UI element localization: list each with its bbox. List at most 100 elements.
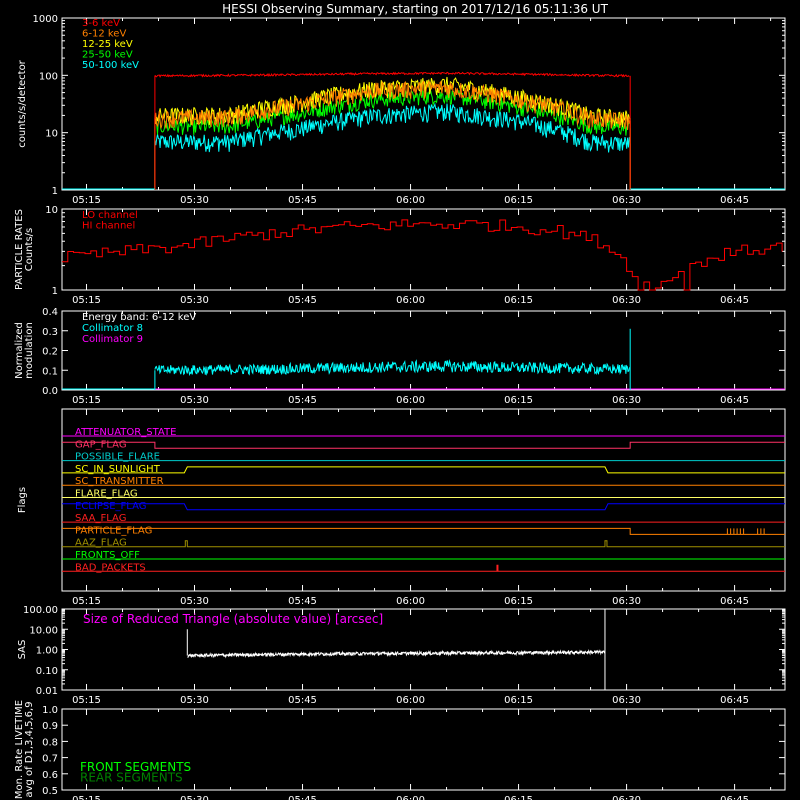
sas-x-tick-label: 06:00	[396, 695, 425, 706]
flags-frame	[61, 408, 786, 592]
count-rates-frame	[61, 17, 786, 191]
count-rates-x-tick-label: 05:45	[288, 195, 317, 206]
modulation-x-tick-label: 05:45	[288, 395, 317, 406]
modulation-x-tick-label: 06:00	[396, 395, 425, 406]
modulation-y-tick-label: 0.1	[42, 366, 58, 377]
particle-rates-x-tick-label: 06:15	[504, 295, 533, 306]
series-line-HI-channel	[62, 219, 783, 291]
flags-x-tick-label: 06:00	[396, 596, 425, 607]
modulation-y-tick-label: 0.4	[42, 307, 58, 318]
livetime-x-tick-label: 06:15	[504, 795, 533, 800]
legend-Collimator-9: Collimator 9	[82, 334, 143, 345]
sas-x-tick-label: 05:15	[72, 695, 101, 706]
flag-label-particle-flag: PARTICLE_FLAG	[75, 525, 152, 536]
legend-HI-channel: HI channel	[82, 221, 135, 232]
livetime-y-tick-label: 1.0	[42, 705, 58, 716]
modulation-y-tick-label: 0.2	[42, 347, 58, 358]
particle-rates-y-tick-label: 10	[45, 205, 58, 216]
modulation-y-tick-label: 0.3	[42, 327, 58, 338]
particle-rates-ylabel: PARTICLE RATES	[14, 209, 25, 290]
flag-line-particle-flag	[62, 527, 785, 535]
legend-50-100-keV: 50-100 keV	[82, 60, 139, 71]
chart-title: HESSI Observing Summary, starting on 201…	[222, 2, 608, 16]
sas-annotation: Size of Reduced Triangle (absolute value…	[83, 612, 383, 626]
sas-trace	[187, 648, 606, 659]
livetime-x-tick-label: 05:15	[72, 795, 101, 800]
legend-6-12-keV: 6-12 keV	[82, 29, 126, 40]
flag-line-eclipse-flag	[62, 503, 785, 511]
count-rates-x-tick-label: 05:30	[180, 195, 209, 206]
flag-label-attenuator-state: ATTENUATOR_STATE	[75, 427, 176, 438]
flags-ylabel: Flags	[17, 487, 28, 513]
sas-x-tick-label: 05:30	[180, 695, 209, 706]
modulation-x-tick-label: 05:15	[72, 395, 101, 406]
modulation-x-tick-label: 06:45	[720, 395, 749, 406]
series-line-50-100-keV	[154, 102, 630, 153]
modulation-ylabel: modulation	[24, 322, 35, 379]
legend-12-25-keV: 12-25 keV	[82, 39, 133, 50]
particle-rates-x-tick-label: 05:45	[288, 295, 317, 306]
flags-x-tick-label: 05:15	[72, 596, 101, 607]
legend-25-50-keV: 25-50 keV	[82, 50, 133, 61]
flag-line-gap-flag	[62, 441, 785, 449]
modulation-y-tick-label: 0.0	[42, 386, 58, 397]
livetime-frame	[61, 708, 786, 791]
flags-x-tick-label: 05:30	[180, 596, 209, 607]
livetime-x-tick-label: 06:45	[720, 795, 749, 800]
legend-Collimator-8: Collimator 8	[82, 323, 143, 334]
count-rates-x-tick-label: 06:00	[396, 195, 425, 206]
modulation-x-tick-label: 06:15	[504, 395, 533, 406]
livetime-ylabel: Mon. Rate LIVETIME	[14, 700, 25, 799]
legend-FRONT-SEGMENTS: FRONT SEGMENTS	[80, 760, 191, 774]
flags-x-tick-label: 05:45	[288, 596, 317, 607]
legend-LO-channel: LO channel	[82, 210, 138, 221]
flag-label-possible-flare: POSSIBLE_FLARE	[75, 452, 160, 463]
modulation-x-tick-label: 06:30	[612, 395, 641, 406]
flag-label-bad-packets: BAD_PACKETS	[75, 562, 146, 573]
flag-label-flare-flag: FLARE_FLAG	[75, 489, 138, 500]
flag-label-fronts-off: FRONTS_OFF	[75, 550, 140, 561]
sas-x-tick-label: 06:15	[504, 695, 533, 706]
flags-x-tick-label: 06:15	[504, 596, 533, 607]
particle-rates-x-tick-label: 05:30	[180, 295, 209, 306]
sas-y-tick-label: 0.01	[36, 686, 58, 697]
series-line-6-12-keV	[154, 80, 630, 131]
livetime-y-tick-label: 0.7	[42, 754, 58, 765]
sas-y-tick-label: 10.00	[29, 625, 58, 636]
livetime-y-tick-label: 0.8	[42, 737, 58, 748]
particle-rates-x-tick-label: 06:45	[720, 295, 749, 306]
sas-ylabel: SAS	[17, 640, 28, 660]
modulation-x-tick-label: 05:30	[180, 395, 209, 406]
livetime-y-tick-label: 0.9	[42, 721, 58, 732]
particle-rates-x-tick-label: 06:30	[612, 295, 641, 306]
sas-y-tick-label: 1.00	[36, 646, 58, 657]
particle-rates-y-tick-label: 1	[52, 286, 58, 297]
sas-x-tick-label: 05:45	[288, 695, 317, 706]
particle-rates-x-tick-label: 05:15	[72, 295, 101, 306]
energy-band-label: Energy band: 6-12 keV	[82, 312, 196, 323]
livetime-x-tick-label: 06:30	[612, 795, 641, 800]
count-rates-x-tick-label: 06:15	[504, 195, 533, 206]
legend-3-6-keV: 3-6 keV	[82, 18, 120, 29]
livetime-x-tick-label: 05:30	[180, 795, 209, 800]
particle-rates-x-tick-label: 06:00	[396, 295, 425, 306]
count-rates-y-tick-label: 1	[52, 186, 58, 197]
flag-label-saa-flag: SAA_FLAG	[75, 513, 126, 524]
count-rates-x-tick-label: 06:45	[720, 195, 749, 206]
legend-REAR-SEGMENTS: REAR SEGMENTS	[80, 771, 183, 785]
count-rates-x-tick-label: 05:15	[72, 195, 101, 206]
modulation-ylabel: Normalized	[14, 322, 25, 379]
count-rates-x-tick-label: 06:30	[612, 195, 641, 206]
sas-y-tick-label: 100.00	[23, 605, 58, 616]
livetime-y-tick-label: 0.5	[42, 786, 58, 797]
flag-label-gap-flag: GAP_FLAG	[75, 439, 127, 450]
particle-rates-ylabel: Counts/s	[24, 228, 35, 272]
sas-x-tick-label: 06:30	[612, 695, 641, 706]
livetime-ylabel: avg of D1,3,4,5,6,9	[24, 701, 35, 797]
flag-label-eclipse-flag: ECLIPSE_FLAG	[75, 501, 146, 512]
livetime-x-tick-label: 05:45	[288, 795, 317, 800]
flag-line-sc-in-sunlight	[62, 466, 785, 474]
count-rates-y-tick-label: 1000	[33, 14, 58, 25]
flags-x-tick-label: 06:45	[720, 596, 749, 607]
